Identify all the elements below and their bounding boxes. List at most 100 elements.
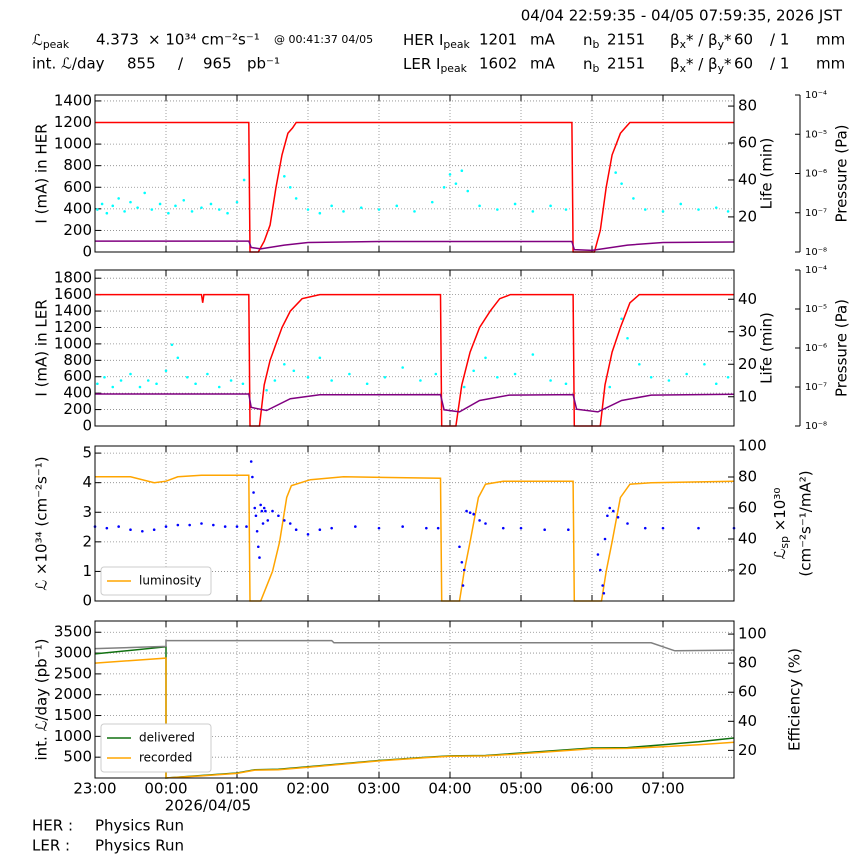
series-dot <box>182 198 186 202</box>
series-dot <box>143 191 146 195</box>
y2-tick-label: 40 <box>738 712 757 730</box>
series-dot <box>251 475 254 479</box>
plot-frame <box>94 94 735 253</box>
series-dot <box>129 200 132 204</box>
series-dot <box>141 529 144 533</box>
x-date-label: 2026/04/05 <box>165 797 251 815</box>
series-dot <box>608 385 612 389</box>
series-dot <box>401 366 404 369</box>
series-dot <box>262 506 266 510</box>
header-item-part: * / β <box>686 31 718 49</box>
header-item-part: LER I <box>403 55 440 73</box>
series-line <box>94 639 735 652</box>
series-dot <box>513 202 517 206</box>
series-dot <box>164 525 168 528</box>
series-dot <box>261 522 265 525</box>
series-dot <box>342 210 345 213</box>
y2-tick-label: 20 <box>738 207 757 225</box>
series-dot <box>138 385 142 389</box>
series-dot <box>241 382 245 386</box>
y-axis-label: ℒ ×10³⁴ (cm⁻²s⁻¹) <box>33 456 51 590</box>
series-dot <box>123 210 126 213</box>
header-item: HER Ipeak <box>403 31 470 52</box>
series-dot <box>176 523 180 527</box>
series-dot <box>190 210 194 213</box>
y-tick-label: 1200 <box>54 113 92 131</box>
y-tick-label: 1600 <box>54 285 92 303</box>
series-dot <box>170 343 174 347</box>
series-dot <box>726 375 730 379</box>
header-item: nb <box>583 55 600 76</box>
y-axis-label: I (mA) in LER <box>33 299 51 396</box>
series-dot <box>460 169 464 173</box>
y3-tick-label: 10⁻⁶ <box>805 169 827 180</box>
series-dot <box>667 379 671 382</box>
series-dot <box>434 372 438 376</box>
series-dot <box>714 206 718 209</box>
y-tick-label: 3 <box>82 503 92 521</box>
series-dot <box>209 202 213 206</box>
series-dot <box>478 519 481 522</box>
series-dot <box>348 372 351 376</box>
header-item: βx* / βy* <box>670 31 732 52</box>
header-item: 1201 <box>479 31 517 49</box>
series-dot <box>549 379 552 382</box>
header-item: mm <box>816 31 845 49</box>
series-dot <box>96 208 99 211</box>
header-item: / <box>178 55 184 73</box>
series-dot <box>596 553 600 556</box>
series-dot <box>377 526 381 530</box>
header-item-part: peak <box>43 38 70 51</box>
series-dot <box>158 202 162 206</box>
series-dot <box>283 174 286 178</box>
series-dot <box>288 186 292 189</box>
series-dot <box>549 204 552 208</box>
series-dot <box>478 204 481 208</box>
header-item: mA <box>530 31 556 49</box>
header-item-part: peak <box>443 38 470 51</box>
y2-axis-label: Life (min) <box>758 138 776 210</box>
series-dot <box>255 529 259 533</box>
series-dot <box>257 545 260 549</box>
series-dot <box>661 526 665 530</box>
y-tick-label: 0 <box>82 243 92 261</box>
y-tick-label: 2 <box>82 532 92 550</box>
header-item-part: β <box>670 31 680 49</box>
series-dot <box>413 210 416 213</box>
series-dot <box>258 556 261 559</box>
series-dot <box>226 211 229 215</box>
series-dot <box>567 528 570 531</box>
y2-tick-label: 40 <box>738 170 757 188</box>
plot-frame <box>94 620 735 779</box>
y3-tick-label: 10⁻⁸ <box>805 247 827 258</box>
x-tick-label: 00:00 <box>144 780 187 798</box>
series-dot <box>105 211 109 215</box>
y-tick-label: 0 <box>82 417 92 435</box>
header-item: @ 00:41:37 04/05 <box>274 33 373 46</box>
series-dot <box>638 362 641 366</box>
series-dot <box>318 356 322 360</box>
legend-box <box>100 566 212 596</box>
series-dot <box>458 545 461 549</box>
footer-item: Physics Run <box>95 817 184 835</box>
series-dot <box>136 206 139 209</box>
series-dot <box>277 514 280 518</box>
series-dot <box>726 210 730 213</box>
x-tick-label: 23:00 <box>73 780 116 798</box>
series-dot <box>294 528 298 531</box>
y2-tick-label: 20 <box>738 355 757 373</box>
series-dot <box>129 528 132 531</box>
y-tick-label: 0 <box>82 592 92 610</box>
series-dot <box>152 528 156 531</box>
series-dot <box>111 385 115 389</box>
legend-box <box>100 723 212 773</box>
header-item-part: n <box>583 55 593 73</box>
series-dot <box>401 525 404 528</box>
series-dot <box>461 584 465 587</box>
header-item-part: β <box>670 55 680 73</box>
series-line <box>95 474 735 602</box>
series-line <box>95 240 735 252</box>
x-tick-label: 01:00 <box>215 780 258 798</box>
series-dot <box>436 526 440 530</box>
period: 04/04 22:59:35 - 04/05 07:59:35, 2026 JS… <box>521 7 843 25</box>
